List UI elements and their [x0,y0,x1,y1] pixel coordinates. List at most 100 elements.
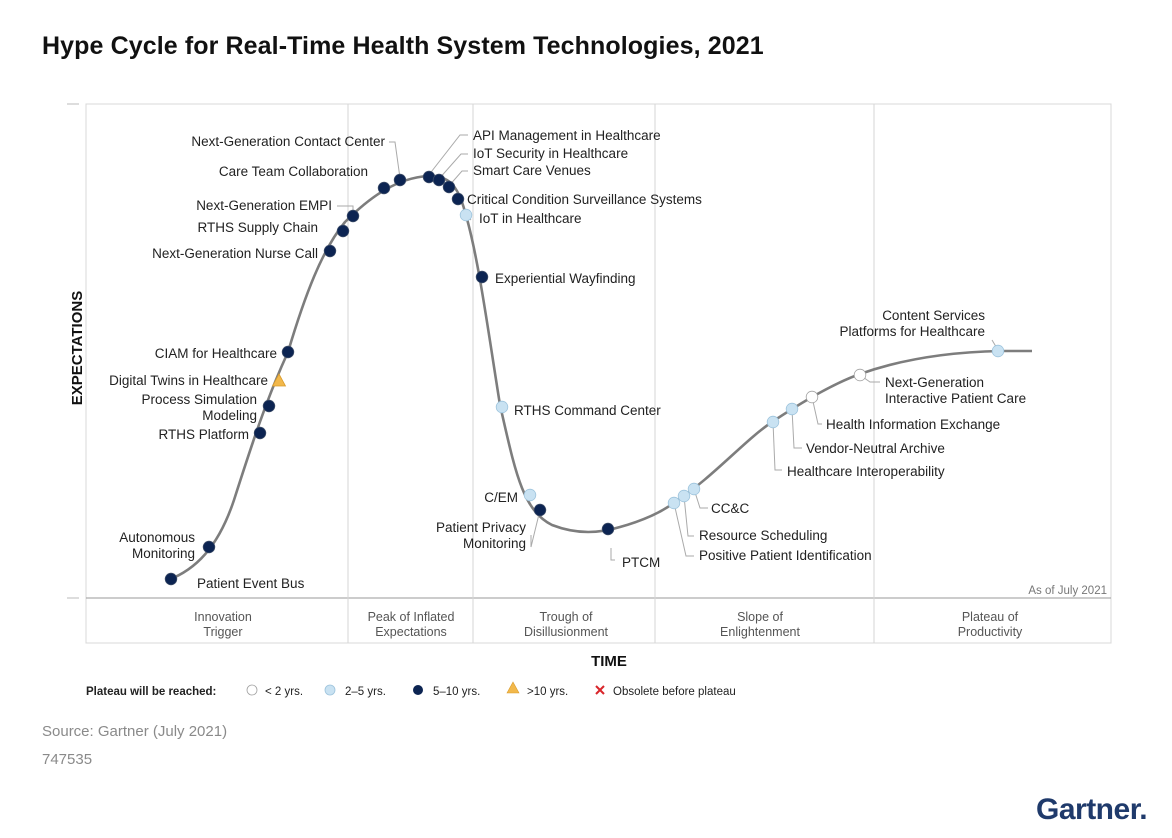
label-iot-security-in-healthcare: IoT Security in Healthcare [473,146,628,161]
legend-label-obsolete: Obsolete before plateau [613,686,736,698]
legend-label-gt10: >10 yrs. [527,686,568,698]
legend-symbol-light [324,684,336,696]
point-critical-condition-surveillance-systems[interactable] [451,192,465,206]
point-resource-scheduling[interactable] [677,489,691,503]
label-patient-privacy-2: Monitoring [463,536,526,551]
connector [530,509,541,548]
y-axis-label: EXPECTATIONS [69,291,86,405]
label-content-services: Content Services [882,308,985,323]
label-healthcare-interoperability: Healthcare Interoperability [787,464,945,479]
phase-slope-2: Enlightenment [720,625,800,639]
point-process-simulation-modeling[interactable] [262,399,276,413]
point-smart-care-venues[interactable] [442,180,456,194]
label-next-generation-empi: Next-Generation EMPI [196,198,332,213]
point-rths-supply-chain[interactable] [336,224,350,238]
label-autonomous-monitoring: Autonomous [119,530,195,545]
connector [791,408,802,449]
point-content-services-platforms-for-healthcare[interactable] [991,344,1005,358]
label-care-team-collaboration: Care Team Collaboration [219,164,368,179]
point-digital-twins-in-healthcare[interactable] [271,373,287,387]
label-rths-platform: RTHS Platform [158,427,249,442]
label-next-generation-ipc: Next-Generation [885,375,984,390]
label-api-management-in-healthcare: API Management in Healthcare [473,128,661,143]
point-vendor-neutral-archive[interactable] [785,402,799,416]
x-axis-label: TIME [591,653,627,670]
technology-points [164,170,1005,586]
point-patient-event-bus[interactable] [164,572,178,586]
legend-symbol-obsolete [595,685,605,695]
phase-slope: Slope of [737,610,783,624]
legend: Plateau will be reached: < 2 yrs. 2–5 yr… [86,681,736,698]
connector [772,421,782,471]
connector [437,153,468,181]
label-smart-care-venues: Smart Care Venues [473,163,591,178]
legend-symbol-white [246,684,258,696]
point-rths-platform[interactable] [253,426,267,440]
point-iot-security-in-healthcare[interactable] [432,173,446,187]
point-care-team-collaboration[interactable] [377,181,391,195]
point-ciam-for-healthcare[interactable] [281,345,295,359]
label-rths-supply-chain: RTHS Supply Chain [197,220,318,235]
plot-frame [85,103,1112,644]
point-cc-c[interactable] [687,482,701,496]
phase-trough: Trough of [539,610,593,624]
connector [683,495,694,537]
legend-title: Plateau will be reached: [86,686,216,698]
point-experiential-wayfinding[interactable] [475,270,489,284]
phase-plateau: Plateau of [962,610,1019,624]
label-process-simulation: Process Simulation [141,392,257,407]
label-vendor-neutral-archive: Vendor-Neutral Archive [806,441,945,456]
legend-symbol-triangle [506,681,520,694]
page-title: Hype Cycle for Real-Time Health System T… [42,32,764,60]
point-next-generation-empi[interactable] [346,209,360,223]
label-critical-condition-surveillance-systems: Critical Condition Surveillance Systems [467,192,702,207]
connector [447,170,468,188]
source-note: Source: Gartner (July 2021) [42,723,228,740]
connector [427,134,468,177]
label-connectors [337,134,999,561]
as-of-annotation: As of July 2021 [1028,585,1107,597]
label-next-generation-nurse-call: Next-Generation Nurse Call [152,246,318,261]
phase-labels: Innovation Trigger Peak of Inflated Expe… [194,610,1023,639]
connector [811,396,822,425]
legend-x-stroke [595,685,605,695]
point-next-generation-nurse-call[interactable] [323,244,337,258]
label-ptcm: PTCM [622,555,660,570]
phase-peak: Peak of Inflated [368,610,455,624]
label-content-services-2: Platforms for Healthcare [839,324,985,339]
label-process-simulation-2: Modeling [202,408,257,423]
point-healthcare-interoperability[interactable] [766,415,780,429]
label-positive-patient-identification: Positive Patient Identification [699,548,872,563]
phase-innovation-trigger-2: Trigger [203,625,242,639]
technology-labels: Patient Event Bus Autonomous Monitoring … [109,128,1026,591]
point-c-em[interactable] [523,488,537,502]
point-ptcm[interactable] [601,522,615,536]
legend-label-5-10: 5–10 yrs. [433,686,480,698]
label-patient-privacy: Patient Privacy [436,520,526,535]
point-iot-in-healthcare[interactable] [459,208,473,222]
label-rths-command-center: RTHS Command Center [514,403,661,418]
phase-trough-2: Disillusionment [524,625,609,639]
label-resource-scheduling: Resource Scheduling [699,528,827,543]
point-health-information-exchange[interactable] [805,390,819,404]
gartner-logo: Gartner. [1036,793,1148,826]
point-patient-privacy-monitoring[interactable] [533,503,547,517]
point-rths-command-center[interactable] [495,400,509,414]
label-health-information-exchange: Health Information Exchange [826,417,1000,432]
label-next-generation-ipc-2: Interactive Patient Care [885,391,1026,406]
connector [610,548,615,561]
point-positive-patient-identification[interactable] [667,496,681,510]
point-autonomous-monitoring[interactable] [202,540,216,554]
legend-symbol-navy [413,685,423,695]
phase-dividers [347,104,875,643]
connector [673,502,694,557]
phase-innovation-trigger: Innovation [194,610,252,624]
label-iot-in-healthcare: IoT in Healthcare [479,211,582,226]
label-next-generation-contact-center: Next-Generation Contact Center [191,134,385,149]
connector [389,141,401,179]
point-next-generation-contact-center[interactable] [393,173,407,187]
label-experiential-wayfinding: Experiential Wayfinding [495,271,636,286]
label-ciam-for-healthcare: CIAM for Healthcare [155,346,277,361]
point-next-generation-interactive-patient-care[interactable] [853,368,867,382]
